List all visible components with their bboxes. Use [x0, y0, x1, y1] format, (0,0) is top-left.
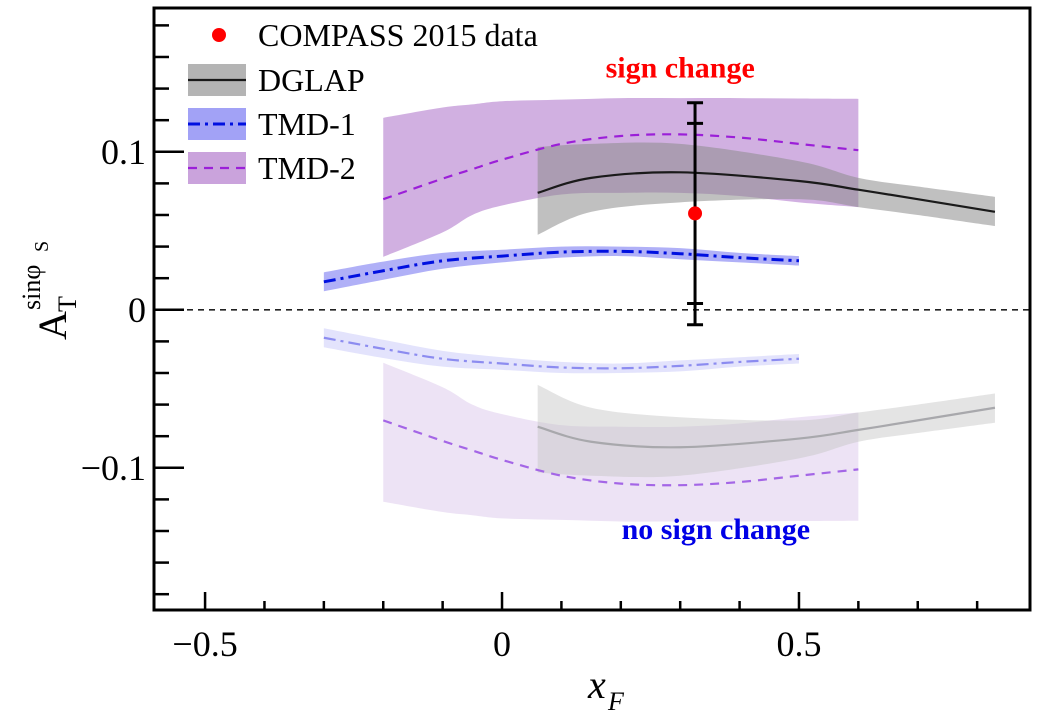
- y-axis-title-sup-sub: S: [31, 241, 53, 252]
- band-tmd-1-mirror: [323, 328, 799, 374]
- x-axis-title-sub: F: [607, 687, 625, 714]
- line-tmd-2: [382, 133, 859, 201]
- points-layer: [687, 101, 704, 327]
- x-axis-title: x F: [587, 662, 625, 714]
- legend-label-dglap: DGLAP: [258, 62, 365, 98]
- legend-label-compass-2015-data: COMPASS 2015 data: [258, 17, 538, 53]
- lines-layer: [323, 133, 996, 487]
- bands-layer: [323, 97, 995, 522]
- y-tick-label: 0: [128, 290, 146, 330]
- legend-label-tmd-2: TMD-2: [258, 150, 356, 186]
- line-dglap: [537, 171, 996, 213]
- band-dglap: [537, 142, 995, 235]
- y-axis-title: A T sinφ S: [17, 241, 82, 340]
- annotation-no-sign-change: no sign change: [622, 513, 810, 546]
- legend-marker-compass-2015-data: [212, 28, 226, 42]
- band-dglap-mirror: [537, 384, 995, 478]
- y-tick-label: 0.1: [101, 132, 146, 172]
- axes-layer: −0.1 0 0.1 −0.5 0 0.5: [81, 6, 1032, 664]
- annotations-layer: sign change no sign change: [606, 52, 810, 546]
- y-axis-title-sup: sinφ: [17, 265, 46, 310]
- x-axis-title-main: x: [587, 662, 606, 707]
- x-tick-label: 0: [493, 624, 511, 664]
- y-tick-label: −0.1: [81, 448, 146, 488]
- band-tmd-2-mirror: [383, 362, 859, 522]
- band-tmd-1: [323, 246, 799, 292]
- x-tick-label: 0.5: [776, 624, 821, 664]
- line-dglap-mirror: [537, 406, 996, 449]
- y-axis-title-main: A: [30, 311, 75, 340]
- data-point-compass: [688, 206, 703, 221]
- annotation-sign-change: sign change: [606, 52, 755, 85]
- line-tmd-1: [323, 249, 800, 284]
- legend-label-tmd-1: TMD-1: [258, 106, 356, 142]
- line-tmd-1-mirror: [323, 336, 800, 370]
- y-axis-title-sub: T: [53, 296, 82, 312]
- legend: COMPASS 2015 data DGLAP TMD-1 TMD-2: [188, 17, 538, 186]
- x-tick-label: −0.5: [172, 624, 237, 664]
- line-tmd-2-mirror: [382, 419, 859, 487]
